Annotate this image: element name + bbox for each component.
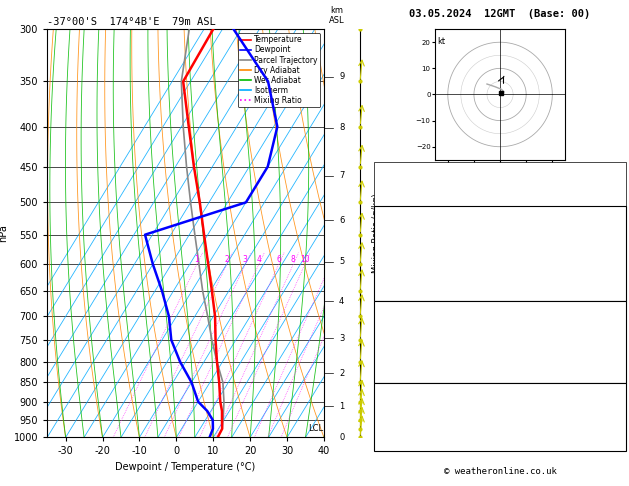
Text: Dewp (°C)      9: Dewp (°C) 9 — [378, 236, 464, 244]
Text: 7: 7 — [339, 171, 345, 180]
Text: 8: 8 — [291, 255, 296, 264]
Text: -37°00'S  174°4B'E  79m ASL: -37°00'S 174°4B'E 79m ASL — [47, 17, 216, 27]
Text: 4: 4 — [339, 296, 344, 306]
Text: θᵉ (K)             306: θᵉ (K) 306 — [378, 331, 496, 340]
Text: © weatheronline.co.uk: © weatheronline.co.uk — [443, 467, 557, 476]
Text: LCL: LCL — [308, 424, 323, 434]
Text: Hodograph: Hodograph — [378, 385, 454, 394]
Text: Temp (°C)      11.2: Temp (°C) 11.2 — [378, 222, 480, 231]
Text: StmDir          226°: StmDir 226° — [378, 426, 486, 435]
Text: Surface: Surface — [378, 208, 459, 217]
Text: CIN (J)            12: CIN (J) 12 — [378, 372, 491, 381]
X-axis label: Dewpoint / Temperature (°C): Dewpoint / Temperature (°C) — [116, 462, 255, 472]
Text: StmSpd (kt)   3: StmSpd (kt) 3 — [378, 440, 459, 449]
Text: 3: 3 — [339, 333, 345, 343]
Text: EH                1: EH 1 — [378, 399, 480, 408]
Text: km
ASL: km ASL — [329, 6, 344, 25]
Text: SREH             2: SREH 2 — [378, 413, 475, 421]
Text: 1: 1 — [194, 255, 199, 264]
Text: Lifted Index    12: Lifted Index 12 — [378, 263, 475, 272]
Text: 3: 3 — [243, 255, 248, 264]
Text: CAPE (J)         0: CAPE (J) 0 — [378, 358, 475, 367]
Text: 6: 6 — [276, 255, 281, 264]
Text: 1: 1 — [339, 401, 344, 411]
Text: 0: 0 — [339, 433, 344, 442]
Text: Totals Totals  35: Totals Totals 35 — [378, 180, 469, 189]
Text: kt: kt — [437, 37, 445, 46]
Text: K                    0: K 0 — [378, 165, 496, 174]
Text: Mixing Ratio (g/kg): Mixing Ratio (g/kg) — [372, 193, 381, 273]
Legend: Temperature, Dewpoint, Parcel Trajectory, Dry Adiabat, Wet Adiabat, Isotherm, Mi: Temperature, Dewpoint, Parcel Trajectory… — [238, 33, 320, 107]
Text: CIN (J)            0: CIN (J) 0 — [378, 290, 486, 299]
Text: Lifted Index    10: Lifted Index 10 — [378, 345, 475, 353]
Text: 8: 8 — [339, 123, 345, 132]
Text: Most Unstable: Most Unstable — [378, 304, 464, 312]
Text: 2: 2 — [225, 255, 229, 264]
Text: CAPE (J)         0: CAPE (J) 0 — [378, 277, 475, 285]
Text: θᵉ(K)              302: θᵉ(K) 302 — [378, 249, 496, 258]
Text: 03.05.2024  12GMT  (Base: 00): 03.05.2024 12GMT (Base: 00) — [409, 9, 591, 19]
Text: 10: 10 — [300, 255, 310, 264]
Text: PW (cm)          1.51: PW (cm) 1.51 — [378, 194, 491, 203]
Text: 5: 5 — [339, 258, 344, 266]
Text: 6: 6 — [339, 216, 345, 225]
Text: 4: 4 — [257, 255, 261, 264]
Text: 2: 2 — [339, 369, 344, 378]
Y-axis label: hPa: hPa — [0, 225, 8, 242]
Text: Pressure (mb) 975: Pressure (mb) 975 — [378, 317, 469, 326]
Text: 9: 9 — [339, 72, 344, 81]
